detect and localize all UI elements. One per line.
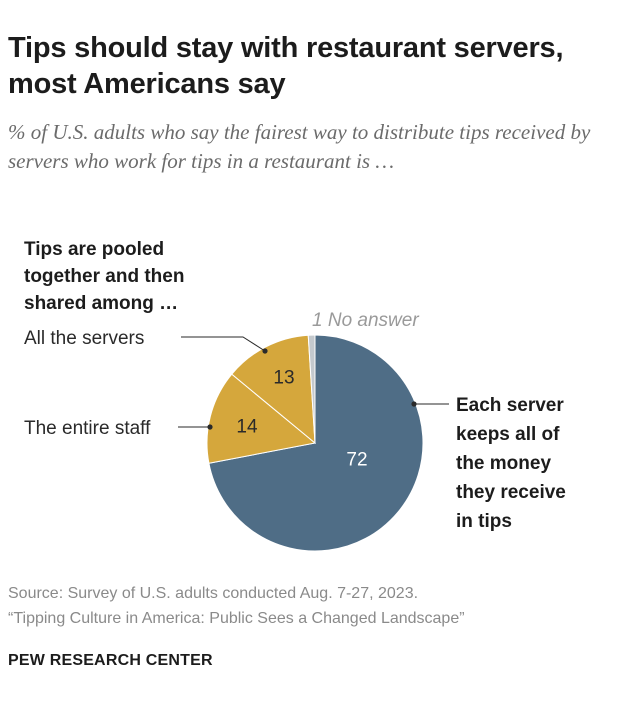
value-label-the-entire-staff: 14 — [236, 417, 258, 438]
leader-all-servers — [181, 337, 265, 351]
report-title: “Tipping Culture in America: Public Sees… — [8, 608, 608, 630]
leader-each-server-dot — [411, 401, 416, 406]
category-label-no-answer: 1 No answer — [312, 310, 419, 331]
organization-name: PEW RESEARCH CENTER — [8, 652, 213, 670]
category-label-each-server: Each server keeps all of the money they rec… — [456, 395, 566, 532]
value-label-all-the-servers: 13 — [273, 368, 294, 389]
category-label-entire-staff: The entire staff — [24, 418, 151, 439]
category-label-all-servers: All the servers — [24, 328, 144, 349]
leader-entire-staff-dot — [207, 424, 212, 429]
leader-all-servers-dot — [262, 348, 267, 353]
value-label-each-server-keeps-all-of-the-money-they-receive-in-tips: 72 — [346, 450, 367, 471]
source-note: Source: Survey of U.S. adults conducted … — [8, 583, 608, 605]
pooled-tips-heading: Tips are pooled together and then shared a… — [24, 239, 184, 314]
